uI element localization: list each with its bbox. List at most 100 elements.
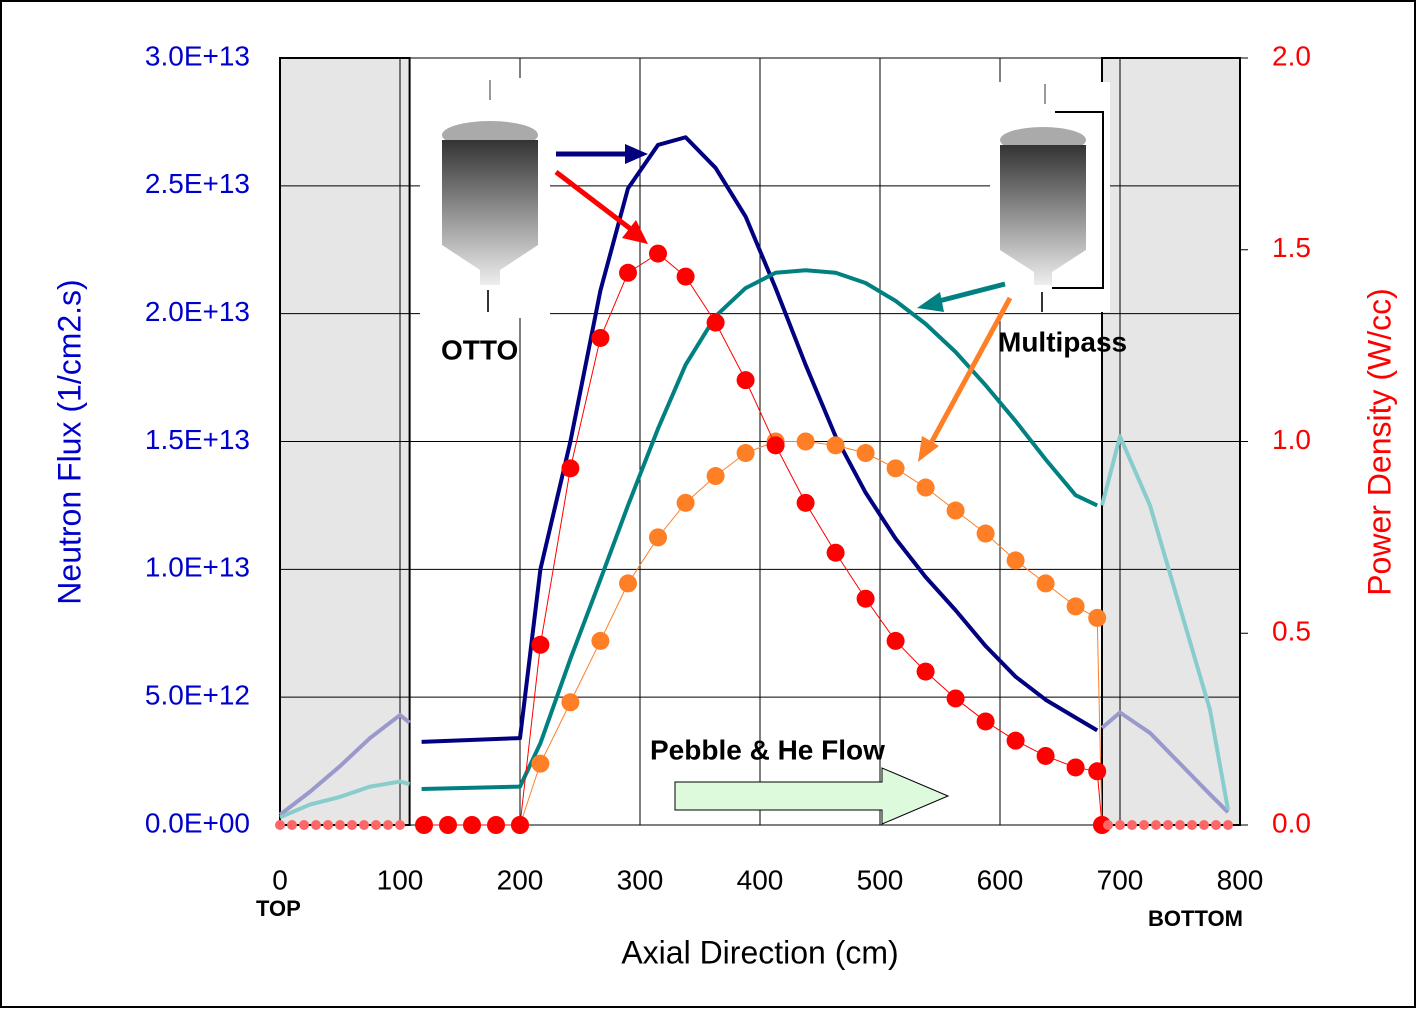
data-point (395, 820, 405, 830)
data-point (796, 493, 815, 512)
annotation: Pebble & He Flow (650, 734, 885, 765)
data-point (1175, 820, 1185, 830)
data-point (1163, 820, 1173, 830)
flow-arrow (674, 767, 950, 825)
data-point (1066, 758, 1085, 777)
x-tick-label: 100 (377, 864, 424, 895)
y2-axis-title: Power Density (W/cc) (1361, 288, 1397, 596)
pointer (927, 296, 1013, 447)
data-point (796, 432, 815, 451)
data-point (946, 501, 965, 520)
pointer-head (917, 292, 944, 312)
y-tick-label: 2.0E+13 (145, 296, 250, 327)
y-tick-label: 0.0E+00 (145, 807, 250, 838)
icons (420, 78, 1110, 825)
pointer (934, 281, 1006, 305)
pointer-head (918, 436, 939, 462)
data-point (335, 820, 345, 830)
series-line (279, 779, 411, 820)
data-point (706, 467, 725, 486)
data-point (1006, 731, 1025, 750)
data-point (371, 820, 381, 830)
data-point (591, 631, 610, 650)
recycle-path (1052, 111, 1104, 289)
pointer-head (622, 220, 648, 244)
y2-tick-label: 2.0 (1272, 40, 1311, 71)
y-tick-label: 5.0E+12 (145, 680, 250, 711)
data-point (916, 478, 935, 497)
data-point (511, 816, 529, 834)
y2-tick-label: 1.0 (1272, 424, 1311, 455)
data-point (1127, 820, 1137, 830)
data-point (676, 267, 695, 286)
data-point (706, 313, 725, 332)
data-point (1115, 820, 1125, 830)
vessel (442, 140, 538, 285)
data-point (1223, 820, 1233, 830)
x-tick-label: 800 (1217, 864, 1264, 895)
y2-tick-label: 1.5 (1272, 232, 1311, 263)
data-point (1006, 551, 1025, 570)
data-point (976, 712, 995, 731)
y2-tick-label: 0.0 (1272, 807, 1311, 838)
y-tick-label: 1.0E+13 (145, 552, 250, 583)
data-point (561, 693, 580, 712)
vessel (1000, 145, 1086, 285)
data-point (649, 528, 667, 547)
x-axis-title: Axial Direction (cm) (621, 934, 898, 970)
data-point (1088, 762, 1107, 781)
data-point (826, 543, 845, 562)
x-tick-label: 400 (737, 864, 784, 895)
data-point (826, 436, 845, 455)
data-point (619, 263, 637, 282)
data-point (976, 524, 995, 543)
series-line (421, 268, 1099, 791)
series-line (421, 135, 1099, 744)
data-point (311, 820, 321, 830)
series (275, 135, 1233, 834)
series-line (278, 713, 411, 817)
data-point (1036, 746, 1055, 765)
y-tick-label: 3.0E+13 (145, 40, 250, 71)
series-line (1100, 434, 1230, 811)
data-point (463, 816, 481, 834)
data-point (1088, 608, 1107, 627)
data-point (649, 244, 667, 263)
data-point (531, 754, 550, 773)
data-point (1187, 820, 1197, 830)
data-point (766, 436, 785, 455)
y-axis-title: Neutron Flux (1/cm2.s) (51, 279, 87, 604)
data-point (439, 816, 457, 834)
data-point (946, 689, 965, 708)
pointer (554, 170, 634, 232)
x-tick-label: 200 (497, 864, 544, 895)
data-point (591, 328, 610, 347)
y2-tick-label: 0.5 (1272, 616, 1311, 647)
data-point (736, 444, 755, 463)
data-point (856, 589, 875, 608)
annotation: BOTTOM (1148, 906, 1243, 931)
annotation: TOP (256, 896, 301, 921)
data-point (1139, 820, 1149, 830)
data-point (736, 371, 755, 390)
x-tick-label: 500 (857, 864, 904, 895)
data-point (1199, 820, 1209, 830)
data-point (299, 820, 309, 830)
data-point (1211, 820, 1221, 830)
data-point (359, 820, 369, 830)
data-point (1036, 574, 1055, 593)
x-tick-label: 0 (272, 864, 288, 895)
data-point (886, 631, 905, 650)
data-point (856, 444, 875, 463)
data-point (383, 820, 393, 830)
x-tick-label: 600 (977, 864, 1024, 895)
data-point (561, 459, 580, 478)
data-point (1103, 820, 1113, 830)
x-tick-label: 700 (1097, 864, 1144, 895)
data-point (619, 574, 637, 593)
data-point (1066, 597, 1085, 616)
data-point (1151, 820, 1161, 830)
series-line (519, 441, 1103, 826)
data-point (415, 816, 433, 834)
series-line (1100, 710, 1230, 814)
